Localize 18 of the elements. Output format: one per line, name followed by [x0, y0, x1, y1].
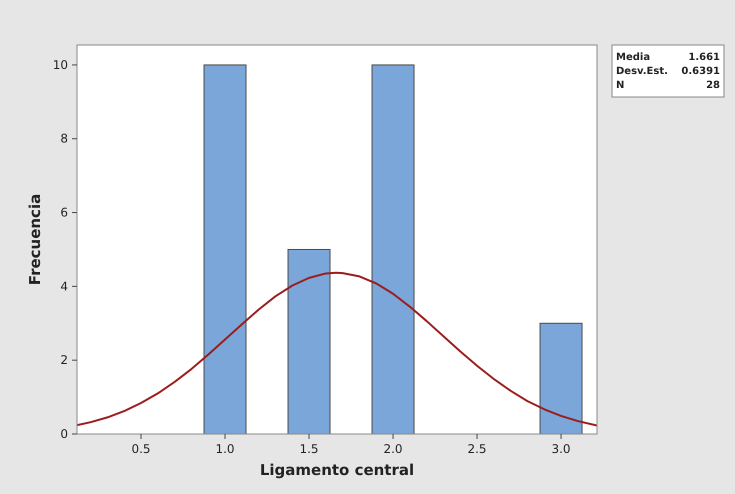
text: N 28 [616, 80, 720, 91]
y-tick-label: 0 [60, 427, 68, 441]
y-tick-label: 4 [60, 279, 68, 294]
x-tick-label: 1.0 [215, 442, 235, 456]
line-series [77, 272, 597, 427]
x-axis-title: Ligamento central [260, 461, 414, 479]
x-tick-label: 1.5 [299, 442, 319, 456]
x-tick-label: 2.5 [467, 442, 487, 456]
text: Desv.Est. 0.6391 [616, 66, 720, 77]
x-tick-label: 3.0 [552, 442, 571, 456]
x-tick-label: 0.5 [131, 442, 151, 456]
text: Media 1.661 [616, 52, 720, 63]
x-tick-label: 2.0 [383, 442, 403, 456]
y-tick-label: 10 [52, 58, 68, 72]
y-axis-title: Frecuencia [26, 194, 44, 286]
y-tick-label: 2 [60, 353, 68, 368]
y-tick-label: 6 [60, 206, 68, 220]
y-tick-label: 8 [60, 132, 68, 146]
